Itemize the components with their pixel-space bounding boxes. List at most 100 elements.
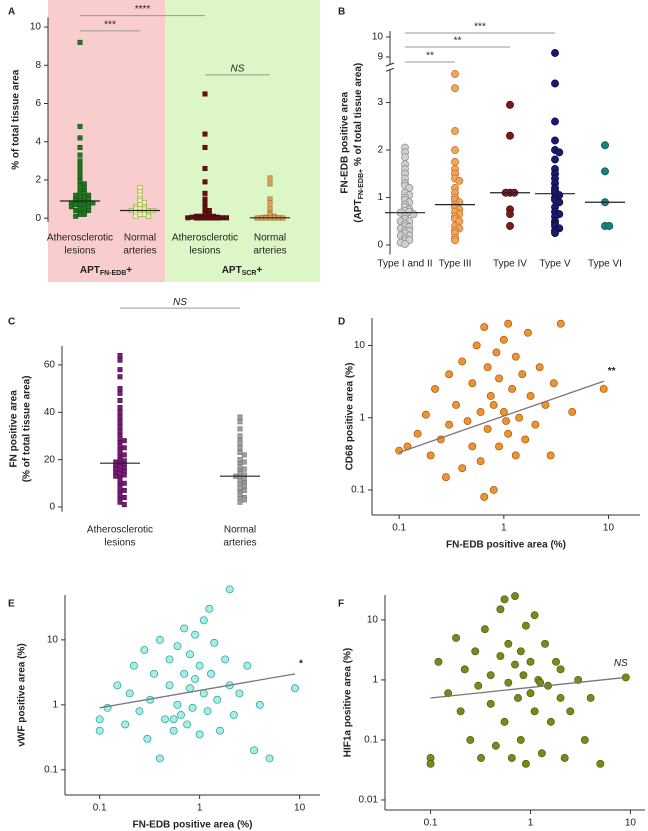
y-tick-label: 10: [30, 22, 42, 33]
data-point: [229, 710, 238, 719]
x-tick-label: 1: [528, 818, 534, 829]
data-point: [526, 657, 535, 666]
data-point: [125, 689, 134, 698]
data-point: [455, 176, 464, 185]
data-point: [206, 215, 212, 221]
y-tick-label: 0.1: [351, 485, 365, 496]
data-point: [426, 759, 435, 768]
x-tick-label: 0.1: [93, 803, 107, 814]
regression-line: [398, 380, 604, 454]
y-axis-label-tail: % of total tissue area): [353, 63, 364, 169]
data-point: [521, 759, 530, 768]
y-tick-label: 1: [359, 412, 365, 423]
data-point: [468, 442, 477, 451]
data-point: [193, 215, 199, 221]
data-point: [121, 480, 127, 486]
x-tick-label: 0.1: [424, 818, 438, 829]
group-label-main: APT: [80, 265, 100, 276]
data-point: [173, 700, 182, 709]
data-point: [207, 669, 215, 678]
data-point: [452, 634, 461, 642]
data-point: [552, 657, 560, 666]
data-point: [555, 148, 564, 157]
data-point: [216, 726, 224, 735]
data-point: [483, 363, 492, 372]
x-tick-label: 10: [603, 523, 615, 534]
data-point: [77, 211, 83, 217]
data-point: [500, 595, 509, 604]
data-point: [77, 144, 83, 150]
data-point: [451, 84, 459, 93]
data-point: [556, 319, 565, 328]
data-point: [155, 754, 164, 763]
data-point: [140, 645, 149, 654]
data-point: [471, 647, 480, 656]
data-point: [551, 155, 559, 164]
data-point: [117, 485, 123, 491]
data-point: [117, 374, 123, 380]
data-point: [191, 630, 200, 639]
data-point: [141, 211, 147, 217]
data-point: [477, 754, 485, 762]
data-point: [165, 655, 174, 664]
data-point: [445, 370, 454, 379]
data-point: [551, 79, 559, 88]
data-point: [195, 730, 204, 739]
y-tick-label: 4: [35, 136, 41, 147]
x-tick-label: 1: [501, 523, 507, 534]
data-point: [155, 635, 164, 644]
data-point: [601, 141, 609, 150]
data-point: [202, 91, 208, 97]
panel-letter: B: [338, 7, 345, 18]
data-point: [146, 213, 152, 219]
data-point: [426, 451, 435, 460]
data-point: [502, 417, 511, 425]
data-point: [117, 386, 123, 392]
data-point: [117, 357, 123, 363]
data-point: [77, 135, 83, 141]
y-axis-label: HIF1a positive area (%): [343, 648, 354, 757]
significance-label: ***: [104, 20, 116, 31]
data-point: [506, 100, 514, 109]
data-point: [250, 746, 258, 755]
data-point: [451, 157, 459, 166]
data-point: [541, 639, 550, 648]
y-axis-label: FN-EDB positive area: [340, 91, 351, 193]
data-point: [237, 440, 243, 446]
data-point: [458, 464, 467, 473]
data-point: [255, 700, 264, 709]
data-point: [460, 665, 469, 674]
data-point: [466, 735, 475, 744]
x-tick-label: lesions: [104, 538, 135, 549]
data-point: [150, 669, 159, 678]
data-point: [161, 715, 169, 724]
data-point: [95, 715, 104, 724]
data-point: [117, 471, 123, 477]
y-tick-label: 1: [52, 699, 58, 710]
data-point: [199, 689, 208, 698]
data-point: [431, 385, 439, 393]
data-point: [203, 707, 212, 716]
significance-label: **: [608, 366, 616, 377]
data-point: [73, 208, 79, 214]
data-point: [202, 179, 208, 185]
data-point: [596, 759, 605, 768]
group-label-tail: +: [256, 265, 262, 276]
data-point: [504, 639, 513, 648]
data-point: [185, 684, 194, 693]
data-point: [409, 210, 418, 219]
y-axis-label: % of total tissue area: [11, 69, 22, 169]
panel-letter: C: [8, 317, 15, 328]
group-label: APTSCR+: [222, 265, 263, 277]
x-tick-label: 1: [197, 803, 203, 814]
data-point: [401, 153, 409, 162]
data-point: [267, 200, 273, 206]
data-point: [173, 642, 182, 651]
data-point: [551, 136, 559, 145]
data-point: [133, 213, 139, 219]
data-point: [506, 222, 514, 230]
data-point: [463, 417, 472, 425]
data-point: [521, 435, 530, 444]
regression-line: [430, 676, 626, 699]
data-point: [421, 410, 430, 419]
